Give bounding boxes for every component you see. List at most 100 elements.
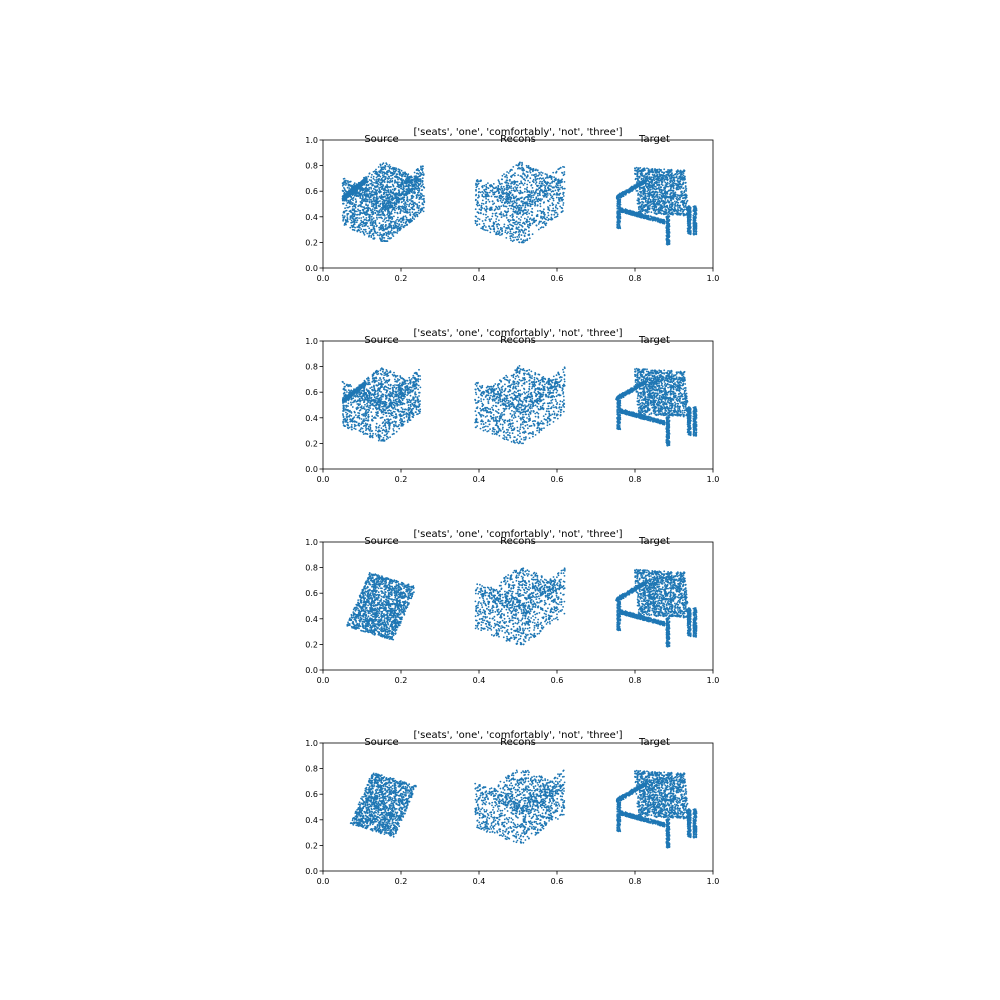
data-point [399,208,402,211]
data-point [360,228,363,231]
data-point [522,202,524,205]
data-point [387,191,390,194]
data-point [486,193,488,196]
data-point [389,194,392,197]
data-point [351,202,354,204]
data-point [494,187,496,190]
data-point [401,219,404,222]
data-point [372,227,375,230]
data-point [370,198,372,201]
data-point [352,221,354,223]
data-point [505,237,508,239]
data-point [507,224,509,227]
data-point [525,211,528,214]
data-point [371,213,374,216]
data-point [557,190,560,192]
data-point [382,226,384,229]
data-point [529,193,531,196]
data-point [556,186,559,189]
data-point [352,218,355,220]
data-point [491,215,494,218]
data-point [677,181,679,183]
data-point [379,203,382,206]
data-point [400,181,403,184]
data-point [371,173,373,176]
data-point [659,193,661,196]
data-point [378,195,381,198]
data-point [506,179,509,182]
data-point [500,216,503,219]
data-point [399,212,402,215]
data-point [524,188,526,190]
data-point [560,206,563,209]
data-point [489,231,492,234]
data-point [402,196,405,199]
data-point [370,234,373,237]
data-point [362,216,365,218]
data-point [527,209,530,211]
data-point [549,204,551,207]
data-point [363,206,366,209]
data-point [398,224,401,226]
data-point [398,172,401,174]
data-point [559,200,561,202]
data-point [342,199,344,202]
data-point [635,190,638,192]
data-point [520,180,522,183]
data-point [480,204,483,207]
data-point [422,183,424,186]
data-point [537,223,540,225]
data-point [485,183,488,186]
data-point [422,173,425,176]
data-point [520,224,522,227]
data-point [528,181,531,184]
data-point [360,217,363,219]
data-point [660,186,663,189]
data-point [391,233,394,236]
data-point [536,204,539,207]
data-point [536,210,539,212]
data-point [342,202,344,205]
data-point [523,208,526,211]
data-point [531,201,534,203]
data-point [531,187,534,189]
data-point [413,183,415,186]
data-point [486,207,488,210]
data-point [354,206,357,209]
data-point [404,192,407,195]
data-point [556,202,559,204]
data-point [379,190,382,193]
data-point [501,178,504,181]
data-point [389,186,392,188]
data-point [419,171,421,174]
data-point [484,219,487,222]
data-point [405,191,408,193]
data-point [408,211,411,214]
data-point [396,232,399,234]
data-point [509,180,511,182]
data-point [506,185,508,188]
data-point [505,196,507,198]
data-point [506,184,508,187]
data-point [369,191,371,193]
data-point [375,193,377,195]
data-point [373,229,376,232]
data-point [409,180,412,183]
data-point [485,229,487,232]
data-point [364,179,367,182]
data-point [420,208,423,210]
data-point [388,199,391,201]
data-point [558,188,561,191]
data-point [411,207,414,210]
data-point [368,217,371,220]
data-point [345,192,348,195]
data-point [402,192,404,195]
data-point [527,166,530,169]
data-point [531,180,534,183]
data-point [393,182,396,184]
data-point [540,216,543,219]
data-point [362,189,364,192]
data-point [481,207,484,209]
data-point [394,224,397,227]
data-point [544,187,547,190]
